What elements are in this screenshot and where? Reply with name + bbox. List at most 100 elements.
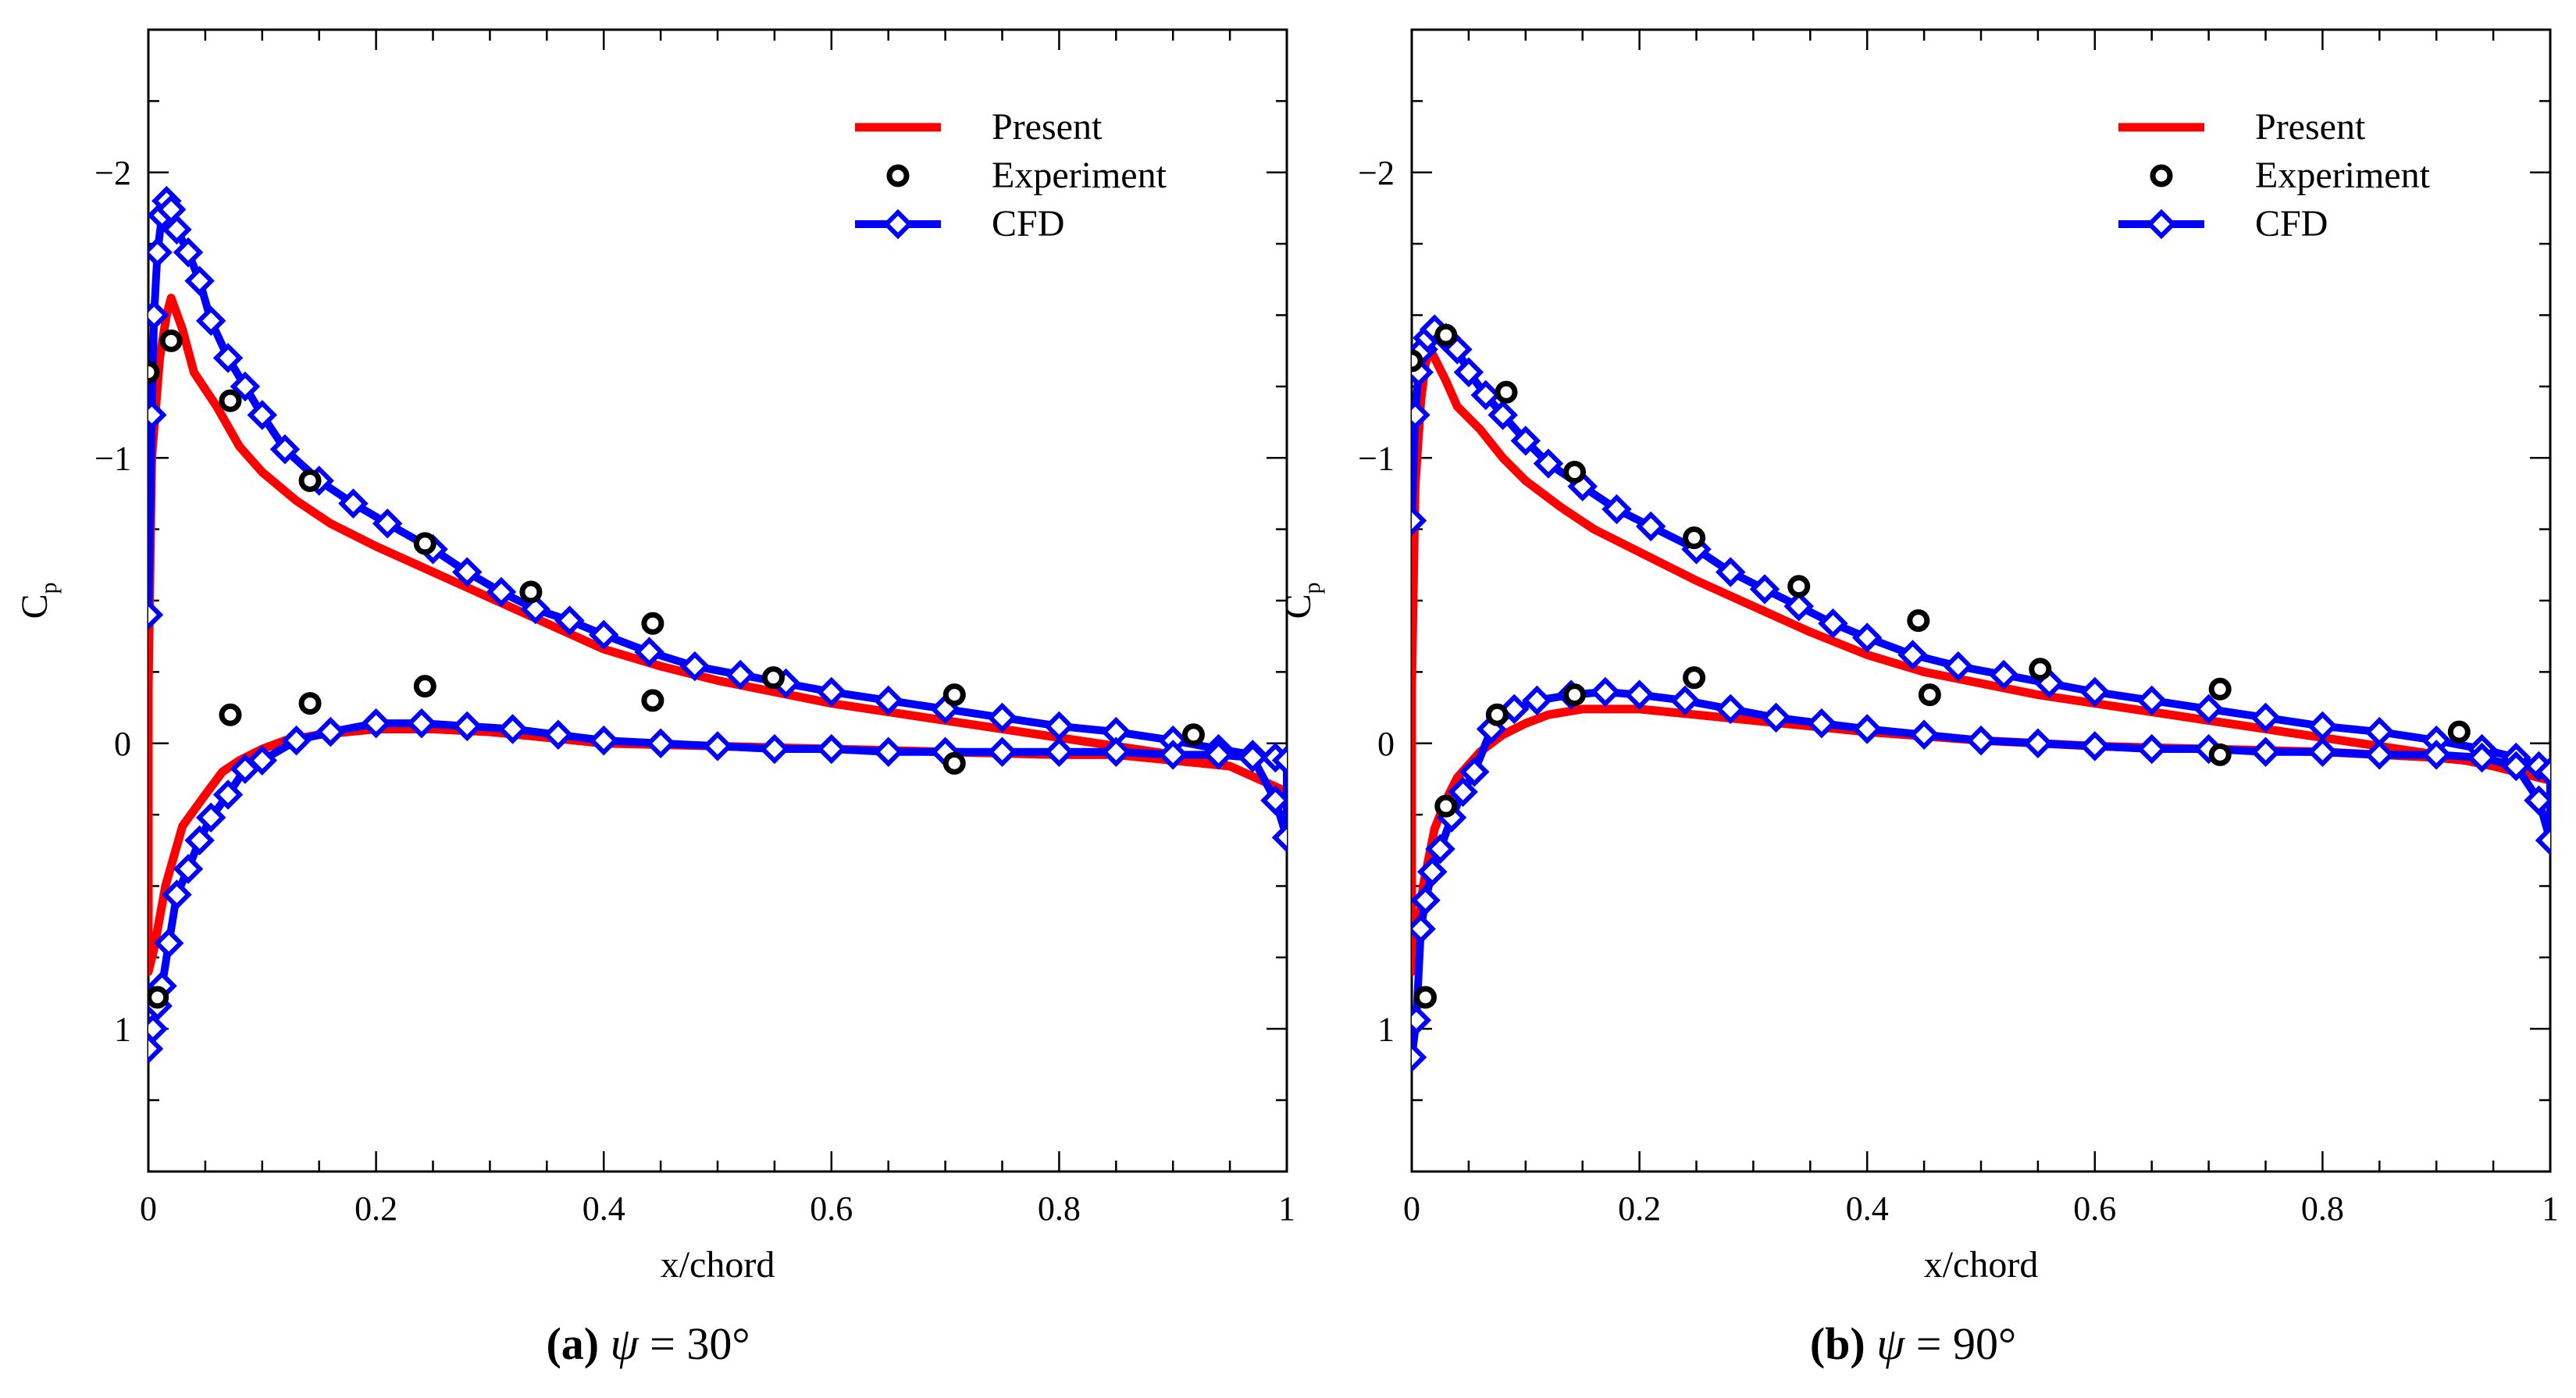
cfd-point [1412, 914, 1436, 944]
legend-experiment-label: Experiment [2255, 155, 2431, 196]
cfd-point [1749, 574, 1780, 604]
experiment-point [413, 675, 436, 698]
cfd-point [816, 733, 847, 765]
cfd-point [451, 557, 483, 587]
experiment-point [2208, 677, 2232, 701]
cfd-point [588, 619, 619, 651]
x-tick-label: 0 [1403, 1189, 1420, 1228]
cfd-point [1412, 505, 1427, 536]
cfd-point [212, 343, 244, 373]
y-tick-label: −2 [94, 154, 131, 192]
experiment-point [148, 361, 160, 384]
y-tick-label: −2 [1358, 154, 1395, 192]
x-tick-label: 0 [140, 1189, 157, 1228]
experiment-point [413, 532, 436, 555]
cfd-point [486, 576, 517, 608]
cfd-point [873, 685, 903, 716]
cfd-point [372, 508, 403, 539]
x-tick-label: 1 [2542, 1189, 2559, 1228]
cfd-point [1101, 736, 1131, 767]
legend-experiment-swatch [2150, 164, 2173, 187]
legend-cfd-marker [2146, 209, 2177, 240]
experiment-point [761, 666, 785, 690]
cfd-point [702, 731, 733, 761]
experiment-point [1495, 380, 1518, 404]
panel-b: 0 0.2 0.4 0.6 0.8 1 −2 −1 0 1 x/chord Cp Present Expe… [1277, 28, 2559, 1369]
legend: Present Experiment CFD [2118, 106, 2431, 244]
cfd-point [987, 736, 1017, 767]
cfd-point [1635, 511, 1666, 542]
experiment-point [219, 389, 242, 412]
experiment-point [1434, 323, 1458, 347]
cfd-point [1590, 676, 1621, 708]
x-tick-label: 0.2 [1618, 1189, 1661, 1228]
experiment-point [2447, 720, 2471, 744]
cfd-point [195, 802, 226, 833]
series-cfd-line [148, 197, 1287, 1050]
legend-cfd-marker [882, 209, 914, 240]
cfd-point [1783, 591, 1814, 622]
y-tick-label: −1 [94, 439, 131, 477]
x-tick-label: 1 [1278, 1189, 1295, 1228]
experiment-point [2208, 743, 2232, 766]
legend-cfd-label: CFD [992, 203, 1064, 244]
cfd-point [195, 305, 226, 337]
cfd-point [1044, 736, 1074, 767]
plot-frame [1410, 28, 2552, 1173]
cfd-point [230, 371, 261, 402]
cfd-point [361, 708, 391, 739]
cfd-point [1203, 740, 1234, 770]
cfd-point [2421, 740, 2452, 770]
legend-experiment-swatch [886, 164, 910, 187]
cfd-point [184, 266, 215, 296]
experiment-point [159, 329, 183, 352]
cfd-point [148, 400, 167, 430]
cfd-point [1988, 659, 2019, 690]
experiment-point [219, 703, 242, 726]
cfd-point [2250, 702, 2281, 733]
cfd-point [1425, 833, 1455, 865]
cfd-point [1522, 685, 1552, 716]
cfd-point [230, 754, 261, 784]
y-tick-label: −1 [1358, 439, 1395, 477]
legend-present-label: Present [2255, 106, 2366, 148]
experiment-point [1562, 461, 1586, 484]
cfd-point [247, 400, 278, 430]
cfd-point [2193, 694, 2224, 725]
cfd-point [987, 702, 1017, 733]
legend-experiment-label: Experiment [992, 155, 1167, 196]
x-tick-label: 0.2 [355, 1189, 397, 1228]
cfd-point [520, 594, 550, 625]
experiment-point [1412, 349, 1423, 373]
cfd-point [148, 600, 164, 630]
cfd-point [2250, 736, 2281, 767]
cfd-point [281, 725, 312, 756]
panel-a: 0 0.2 0.4 0.6 0.8 1 −2 −1 0 1 x/chord Cp Present Expe… [14, 28, 1295, 1369]
cfd-point [1448, 776, 1478, 808]
cfd-point [148, 300, 169, 330]
cfd-point [1238, 742, 1268, 773]
cfd-point [1818, 608, 1848, 639]
cfd-point [2501, 751, 2531, 782]
y-tick-label: 0 [114, 725, 131, 763]
cfd-point [873, 736, 903, 767]
cfd-point [451, 711, 483, 742]
experiment-point [1562, 683, 1586, 707]
cfd-point [1965, 725, 1997, 756]
cfd-point [338, 488, 369, 519]
cfd-point [2307, 736, 2338, 767]
x-tick-label: 0.4 [1846, 1189, 1889, 1228]
cfd-point [2136, 733, 2167, 765]
cfd-point [1602, 494, 1632, 525]
experiment-point [1918, 683, 1941, 707]
cfd-point [1851, 714, 1883, 744]
cfd-point [1806, 708, 1837, 739]
experiment-point [2029, 658, 2052, 681]
cfd-point [2079, 731, 2111, 761]
plot-frame [147, 28, 1288, 1173]
panel-caption: (b) ψ = 90° [1810, 1318, 2016, 1369]
series-present-line [1412, 344, 2550, 976]
cfd-point [497, 714, 528, 744]
cfd-point [1453, 357, 1484, 387]
cfd-point [148, 237, 173, 268]
